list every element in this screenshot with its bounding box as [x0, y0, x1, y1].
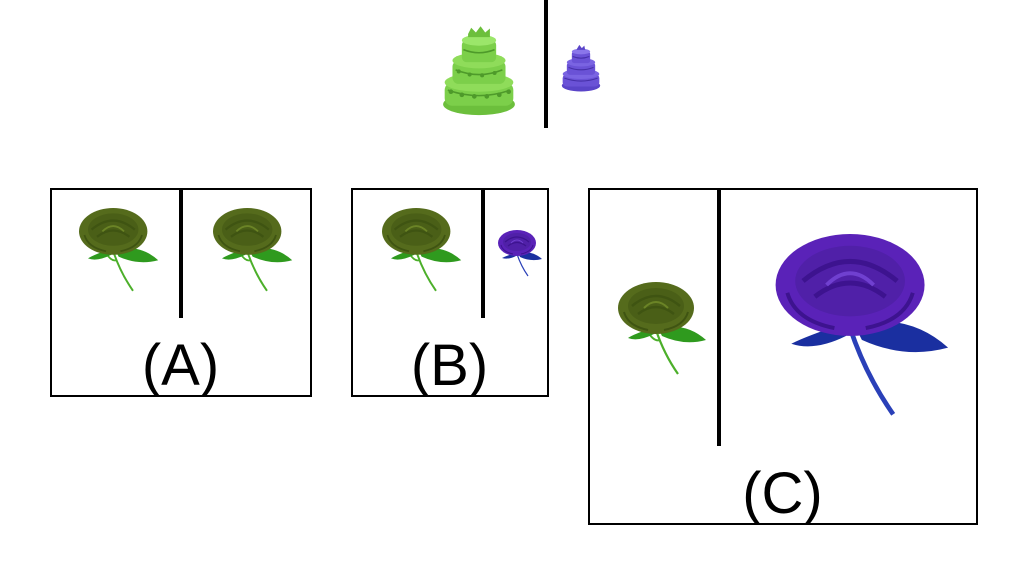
- purple-rose-icon: [756, 234, 952, 430]
- green-rose-icon: [608, 282, 708, 382]
- purple-rose-icon: [493, 230, 543, 280]
- green-rose-icon: [70, 208, 160, 298]
- option-c-panel[interactable]: (C): [588, 188, 978, 525]
- option-a-panel[interactable]: (A): [50, 188, 312, 397]
- option-b-panel[interactable]: (B): [351, 188, 549, 397]
- option-b-label: (B): [410, 333, 489, 398]
- purple-cake-icon: [560, 44, 602, 94]
- option-c-divider: [717, 190, 721, 446]
- green-cake-icon: [440, 26, 518, 120]
- option-a-divider: [179, 190, 183, 318]
- example-divider: [544, 0, 548, 128]
- option-c-label: (C): [742, 461, 823, 526]
- option-b-divider: [481, 190, 485, 318]
- green-rose-icon: [204, 208, 294, 298]
- green-rose-icon: [373, 208, 463, 298]
- option-a-label: (A): [141, 333, 220, 398]
